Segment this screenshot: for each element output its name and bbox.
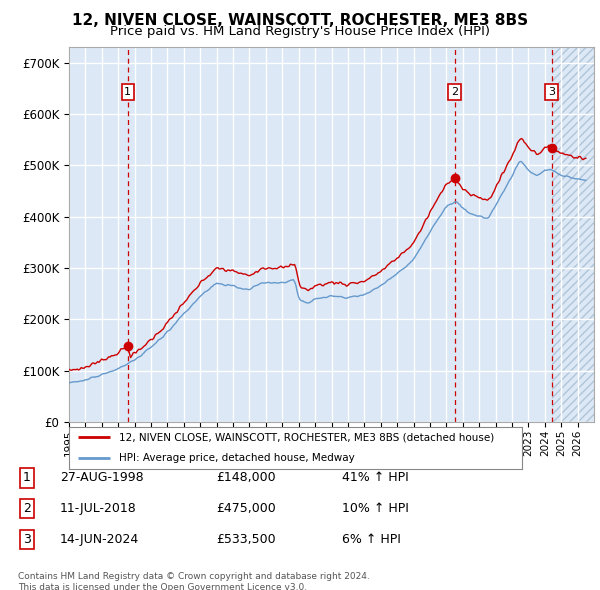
- Text: 1: 1: [124, 87, 131, 97]
- Text: 10% ↑ HPI: 10% ↑ HPI: [342, 502, 409, 515]
- Text: 1: 1: [23, 471, 31, 484]
- Bar: [551, 47, 594, 422]
- Text: 27-AUG-1998: 27-AUG-1998: [60, 471, 143, 484]
- Text: £148,000: £148,000: [216, 471, 275, 484]
- Text: HPI: Average price, detached house, Medway: HPI: Average price, detached house, Medw…: [119, 454, 355, 463]
- Text: 2: 2: [451, 87, 458, 97]
- Text: 3: 3: [23, 533, 31, 546]
- Text: 12, NIVEN CLOSE, WAINSCOTT, ROCHESTER, ME3 8BS: 12, NIVEN CLOSE, WAINSCOTT, ROCHESTER, M…: [72, 13, 528, 28]
- Text: £533,500: £533,500: [216, 533, 275, 546]
- Text: 6% ↑ HPI: 6% ↑ HPI: [342, 533, 401, 546]
- Text: Contains HM Land Registry data © Crown copyright and database right 2024.
This d: Contains HM Land Registry data © Crown c…: [18, 572, 370, 590]
- Text: 3: 3: [548, 87, 555, 97]
- Text: Price paid vs. HM Land Registry's House Price Index (HPI): Price paid vs. HM Land Registry's House …: [110, 25, 490, 38]
- Text: 2: 2: [23, 502, 31, 515]
- Text: 12, NIVEN CLOSE, WAINSCOTT, ROCHESTER, ME3 8BS (detached house): 12, NIVEN CLOSE, WAINSCOTT, ROCHESTER, M…: [119, 432, 494, 442]
- Text: 14-JUN-2024: 14-JUN-2024: [60, 533, 139, 546]
- Text: £475,000: £475,000: [216, 502, 276, 515]
- Text: 41% ↑ HPI: 41% ↑ HPI: [342, 471, 409, 484]
- Text: 11-JUL-2018: 11-JUL-2018: [60, 502, 137, 515]
